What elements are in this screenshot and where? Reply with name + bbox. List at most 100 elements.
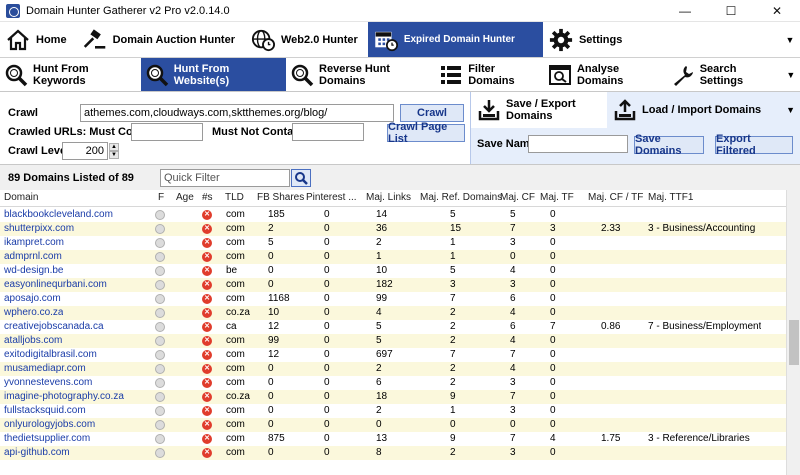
table-row[interactable]: ✕ easyonlinequrbani.com com 0 0 182 3 3 0 [0, 278, 786, 292]
header-col-s[interactable]: #s [202, 192, 213, 203]
header-col-age[interactable]: Age [176, 192, 194, 203]
table-row[interactable]: ✕ wd-design.be be 0 0 10 5 4 0 [0, 264, 786, 278]
domain-link[interactable]: atalljobs.com [4, 335, 63, 346]
scrollbar-thumb[interactable] [789, 320, 799, 365]
tab-filter-domains[interactable]: Filter Domains [435, 58, 544, 91]
domain-link[interactable]: thedietsupplier.com [4, 433, 91, 444]
table-row[interactable]: ✕ atalljobs.com com 99 0 5 2 4 0 [0, 334, 786, 348]
header-col-maj-cf-tf[interactable]: Maj. CF / TF [588, 192, 644, 203]
header-col-maj-ref-domains[interactable]: Maj. Ref. Domains [420, 192, 503, 203]
stepper-up-icon[interactable]: ▲ [109, 143, 119, 151]
tab-search-settings[interactable]: Search Settings [667, 58, 782, 91]
favorite-toggle-icon[interactable] [155, 238, 165, 248]
table-row[interactable]: ✕ thedietsupplier.com com 875 0 13 9 7 4 1.75 3 - … [0, 432, 786, 446]
tab-hunt-from-websites[interactable]: Hunt From Website(s) [140, 58, 287, 91]
favorite-toggle-icon[interactable] [155, 322, 165, 332]
quick-filter-search-button[interactable] [291, 169, 311, 187]
table-row[interactable]: ✕ yvonnestevens.com com 0 0 6 2 3 0 [0, 376, 786, 390]
header-col-maj-cf[interactable]: Maj. CF [500, 192, 535, 203]
favorite-toggle-icon[interactable] [155, 434, 165, 444]
favorite-toggle-icon[interactable] [155, 336, 165, 346]
tab-hunt-from-keywords[interactable]: Hunt From Keywords [0, 58, 141, 91]
table-row[interactable]: ✕ aposajo.com com 1168 0 99 7 6 0 [0, 292, 786, 306]
table-row[interactable]: ✕ shutterpixx.com com 2 0 36 15 7 3 2.33 3 - Busin… [0, 222, 786, 236]
domain-link[interactable]: exitodigitalbrasil.com [4, 349, 97, 360]
favorite-toggle-icon[interactable] [155, 350, 165, 360]
domain-link[interactable]: shutterpixx.com [4, 223, 75, 234]
table-row[interactable]: ✕ ikampret.com com 5 0 2 1 3 0 [0, 236, 786, 250]
crawl-button[interactable]: Crawl [400, 104, 464, 122]
table-row[interactable]: ✕ fullstacksquid.com com 0 0 2 1 3 0 [0, 404, 786, 418]
table-row[interactable]: ✕ blackbookcleveland.com com 185 0 14 5 5 0 [0, 208, 786, 222]
favorite-toggle-icon[interactable] [155, 392, 165, 402]
save-domains-button[interactable]: Save Domains [634, 133, 704, 157]
ribbon-collapse-arrow[interactable]: ▼ [785, 34, 795, 45]
sub-ribbon-collapse-arrow[interactable]: ▼ [786, 69, 796, 80]
header-col-tld[interactable]: TLD [225, 192, 244, 203]
tab-domain-auction-hunter[interactable]: Domain Auction Hunter [77, 22, 245, 57]
domain-link[interactable]: creativejobscanada.ca [4, 321, 104, 332]
favorite-toggle-icon[interactable] [155, 224, 165, 234]
domain-link[interactable]: blackbookcleveland.com [4, 209, 113, 220]
header-col-fb-shares[interactable]: FB Shares [257, 192, 305, 203]
stepper-down-icon[interactable]: ▼ [109, 151, 119, 159]
favorite-toggle-icon[interactable] [155, 364, 165, 374]
tab-home[interactable]: Home [0, 22, 77, 57]
crawl-page-list-button[interactable]: Crawl Page List [387, 121, 465, 145]
domain-link[interactable]: musamediapr.com [4, 363, 86, 374]
header-col-maj-ttf1[interactable]: Maj. TTF1 [648, 192, 694, 203]
favorite-toggle-icon[interactable] [155, 406, 165, 416]
table-row[interactable]: ✕ creativejobscanada.ca ca 12 0 5 2 6 7 0.86 7 - B… [0, 320, 786, 334]
domain-link[interactable]: admprnl.com [4, 251, 62, 262]
favorite-toggle-icon[interactable] [155, 294, 165, 304]
favorite-toggle-icon[interactable] [155, 280, 165, 290]
tab-save-export-domains[interactable]: Save / Export Domains [471, 92, 607, 128]
domain-link[interactable]: api-github.com [4, 447, 70, 458]
tab-web20-hunter[interactable]: Web2.0 Hunter [245, 22, 368, 57]
export-filtered-button[interactable]: Export Filtered [715, 133, 793, 157]
tab-analyse-domains[interactable]: Analyse Domains [544, 58, 667, 91]
chevron-down-icon[interactable]: ▼ [786, 105, 795, 115]
favorite-toggle-icon[interactable] [155, 210, 165, 220]
tab-load-import-domains[interactable]: Load / Import Domains ▼ [609, 92, 799, 128]
crawl-urls-input[interactable]: athemes.com,cloudways.com,sktthemes.org/… [80, 104, 394, 122]
favorite-toggle-icon[interactable] [155, 266, 165, 276]
table-row[interactable]: ✕ imagine-photography.co.za co.za 0 0 18 9 7 0 [0, 390, 786, 404]
must-not-contain-input[interactable] [292, 123, 364, 141]
table-row[interactable]: ✕ musamediapr.com com 0 0 2 2 4 0 [0, 362, 786, 376]
favorite-toggle-icon[interactable] [155, 420, 165, 430]
domain-link[interactable]: fullstacksquid.com [4, 405, 86, 416]
header-col-maj-links[interactable]: Maj. Links [366, 192, 412, 203]
maximize-button[interactable]: ☐ [725, 3, 737, 18]
domain-link[interactable]: wd-design.be [4, 265, 64, 276]
table-row[interactable]: ✕ onlyurologyjobs.com com 0 0 0 0 0 0 [0, 418, 786, 432]
minimize-button[interactable]: — [679, 3, 691, 18]
header-col-maj-tf[interactable]: Maj. TF [540, 192, 574, 203]
table-row[interactable]: ✕ api-github.com com 0 0 8 2 3 0 [0, 446, 786, 460]
favorite-toggle-icon[interactable] [155, 378, 165, 388]
header-col-f[interactable]: F [158, 192, 165, 203]
domain-link[interactable]: onlyurologyjobs.com [4, 419, 96, 430]
quick-filter-input[interactable]: Quick Filter [160, 169, 290, 187]
crawl-levels-input[interactable]: 200 [62, 142, 108, 160]
tab-settings[interactable]: Settings [543, 22, 632, 57]
crawl-levels-stepper[interactable]: ▲ ▼ [109, 143, 119, 159]
tab-expired-domain-hunter[interactable]: Expired Domain Hunter [367, 22, 543, 57]
header-col-pinterest[interactable]: Pinterest ... [306, 192, 357, 203]
favorite-toggle-icon[interactable] [155, 252, 165, 262]
domain-link[interactable]: easyonlinequrbani.com [4, 279, 107, 290]
close-button[interactable]: ✕ [771, 3, 783, 18]
domain-link[interactable]: imagine-photography.co.za [4, 391, 124, 402]
domain-link[interactable]: wphero.co.za [4, 307, 64, 318]
domain-link[interactable]: ikampret.com [4, 237, 65, 248]
header-col-domain[interactable]: Domain [4, 192, 39, 203]
table-vertical-scrollbar[interactable] [786, 190, 800, 475]
tab-reverse-hunt-domains[interactable]: Reverse Hunt Domains [286, 58, 435, 91]
table-row[interactable]: ✕ wphero.co.za co.za 10 0 4 2 4 0 [0, 306, 786, 320]
domain-link[interactable]: aposajo.com [4, 293, 61, 304]
table-row[interactable]: ✕ exitodigitalbrasil.com com 12 0 697 7 7 0 [0, 348, 786, 362]
favorite-toggle-icon[interactable] [155, 448, 165, 458]
favorite-toggle-icon[interactable] [155, 308, 165, 318]
domain-link[interactable]: yvonnestevens.com [4, 377, 93, 388]
save-name-input[interactable] [528, 135, 628, 153]
